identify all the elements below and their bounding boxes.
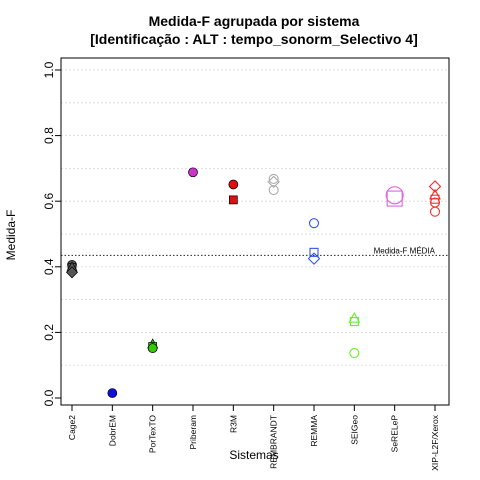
data-point-bigsquare xyxy=(386,190,403,207)
data-point-circle xyxy=(107,388,118,398)
x-tick-label: Cage2 xyxy=(67,415,77,440)
x-tick-label: XIP-L2F/Xerox xyxy=(430,414,440,470)
y-tick-label: 0.2 xyxy=(42,324,56,341)
data-point-diamond xyxy=(307,252,321,265)
x-tick-label: SEIGeo xyxy=(349,415,359,445)
data-point-square xyxy=(228,195,238,205)
data-point-circle xyxy=(308,218,320,229)
x-axis-title: Sistemas xyxy=(229,448,278,462)
y-axis: 0.0 0.2 0.4 0.6 0.8 1.0 xyxy=(42,61,62,406)
x-tick-label: Priberam xyxy=(188,415,198,449)
data-point-bigcircle xyxy=(385,186,404,205)
data-point-circle xyxy=(429,197,441,208)
x-tick-label: R3M xyxy=(228,415,238,433)
data-point-circle xyxy=(349,348,360,359)
data-point-circle xyxy=(268,173,279,184)
data-points xyxy=(66,167,442,398)
y-tick-label: 0.8 xyxy=(42,127,56,144)
data-point-diamond xyxy=(428,180,442,193)
reference-line-label: Medida-F MÉDIA xyxy=(374,246,436,255)
y-tick-label: 0.0 xyxy=(42,389,56,406)
y-axis-title: Medida-F xyxy=(4,210,18,261)
chart-title-line1: Medida-F agrupada por sistema xyxy=(149,13,360,29)
data-point-square xyxy=(349,317,359,327)
x-tick-label: SeRELeP xyxy=(390,415,400,453)
grid-lines xyxy=(61,69,449,366)
data-point-circle xyxy=(228,179,239,190)
chart-title-line2: [Identificação : ALT : tempo_sonorm_Sele… xyxy=(90,31,418,47)
data-point-circle xyxy=(147,343,158,353)
x-axis: Cage2 DobrEM PorTexTO Priberam R3M REMBRANDT R… xyxy=(67,404,440,471)
data-point-circle xyxy=(188,167,198,178)
x-tick-label: REMMA xyxy=(309,415,319,447)
y-tick-label: 1.0 xyxy=(42,61,56,78)
x-tick-label: DobrEM xyxy=(107,415,117,446)
data-point-diamond xyxy=(267,175,280,189)
y-tick-label: 0.6 xyxy=(42,193,56,210)
x-tick-label: REMBRANDT xyxy=(269,415,279,469)
data-point-square xyxy=(309,247,319,257)
data-point-circle xyxy=(268,184,279,196)
y-tick-label: 0.4 xyxy=(42,258,56,275)
x-tick-label: PorTexTO xyxy=(148,415,158,453)
data-point-diamond xyxy=(66,266,78,279)
data-point-square xyxy=(430,194,440,204)
data-point-triangle xyxy=(429,188,441,200)
data-point-circle xyxy=(429,206,441,217)
plot-area-border xyxy=(60,57,450,406)
